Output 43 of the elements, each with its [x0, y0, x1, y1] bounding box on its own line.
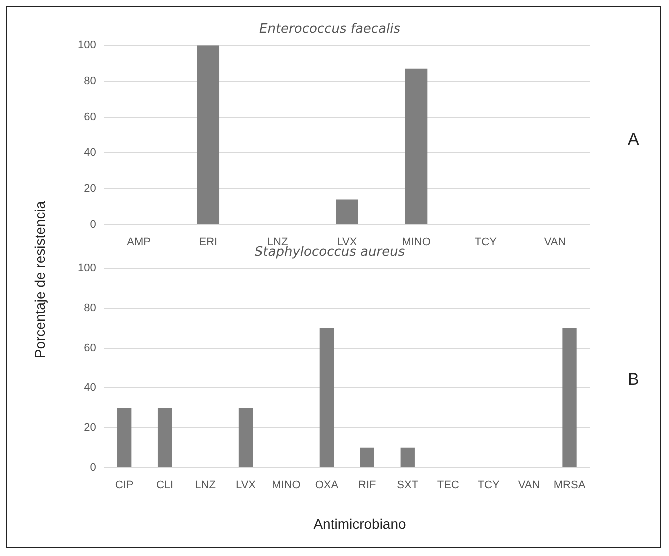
x-tick-label: LNZ [195, 479, 216, 492]
y-tick-label: 100 [78, 40, 96, 52]
y-tick-label: 20 [84, 422, 96, 434]
y-tick-label: 0 [90, 462, 96, 474]
bar [336, 200, 358, 224]
x-tick-label: CIP [115, 479, 134, 492]
bar [320, 328, 334, 468]
bar [238, 408, 254, 468]
y-tick-label: 0 [90, 218, 96, 231]
x-tick-label: CLI [156, 479, 174, 492]
x-tick-label: TCY [478, 479, 500, 492]
x-tick-label: TEC [437, 479, 460, 492]
bar [360, 448, 374, 468]
x-tick-label: TCY [474, 236, 498, 248]
y-tick-label: 80 [84, 302, 96, 314]
text: B [628, 370, 640, 390]
y-tick-label: 60 [84, 111, 96, 124]
x-tick-label: MRSA [554, 479, 586, 492]
x-tick-label: VAN [518, 479, 540, 492]
x-tick-label: AMP [127, 236, 151, 248]
bar [400, 448, 415, 468]
y-tick-label: 100 [78, 262, 96, 275]
bar [158, 408, 172, 468]
x-tick-label: LVX [236, 479, 257, 492]
x-tick-label: MINO [272, 479, 302, 492]
bar [405, 68, 428, 224]
y-tick-label: 40 [84, 382, 96, 394]
x-tick-label: ERI [199, 236, 218, 248]
y-tick-label: 60 [84, 342, 96, 354]
y-tick-label: 80 [84, 75, 96, 88]
y-tick-label: 40 [84, 147, 96, 160]
y-axis-title: Porcentaje de resistencia [32, 201, 48, 359]
bar [197, 46, 220, 224]
bar [562, 328, 577, 468]
x-tick-label: SXT [397, 479, 419, 492]
chart-title: Enterococcus faecalis [259, 22, 401, 38]
x-axis-title: Antimicrobiano [314, 516, 406, 532]
text: A [628, 130, 640, 150]
y-tick-label: 20 [84, 182, 96, 195]
x-tick-label: RIF [358, 479, 377, 492]
bar [118, 408, 132, 468]
x-tick-label: OXA [315, 479, 340, 492]
x-tick-label: VAN [544, 236, 566, 248]
